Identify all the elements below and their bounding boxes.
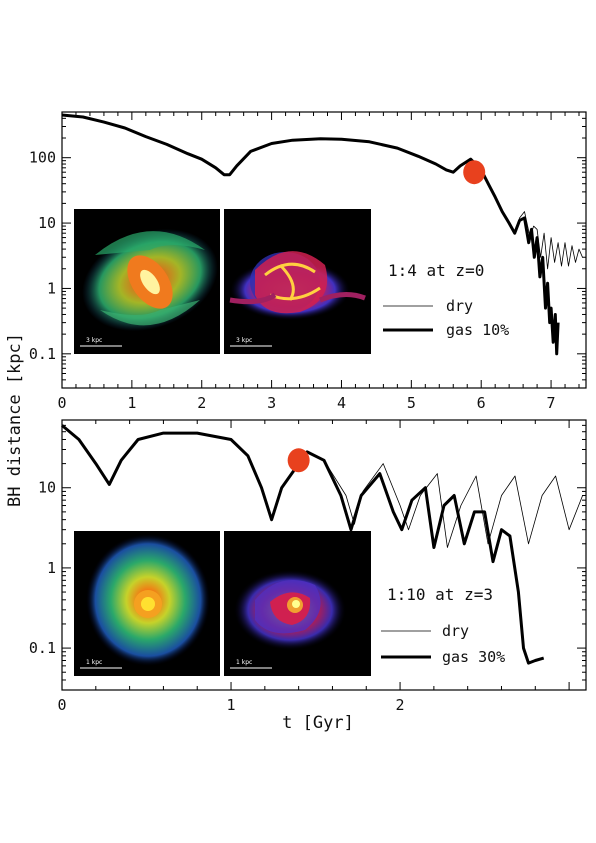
y-tick-label: 10: [38, 214, 56, 232]
marker-dot-bottom: [287, 448, 310, 473]
inset-scale-label: 1 kpc: [86, 659, 102, 666]
plot-frame-top: [61, 111, 587, 389]
legend-label-dry: dry: [446, 297, 473, 315]
x-tick-label: 4: [337, 394, 346, 412]
y-tick-label: 0.1: [29, 639, 56, 657]
inset-gas-bottom: 1 kpc: [224, 531, 371, 676]
x-tick-label: 0: [57, 696, 66, 714]
curves-top: [61, 113, 583, 356]
inset-gas-top: 3 kpc: [224, 209, 371, 354]
x-tick-label: 2: [197, 394, 206, 412]
y-tick-label: 1: [47, 279, 56, 297]
inset-scale-label: 1 kpc: [236, 659, 252, 666]
legend-label-gas: gas 10%: [446, 321, 509, 339]
x-tick-label: 5: [407, 394, 416, 412]
x-tick-label: 1: [227, 696, 236, 714]
x-tick-label: 2: [396, 696, 405, 714]
inset-scale-label: 3 kpc: [86, 337, 102, 344]
inset-scale-label: 3 kpc: [236, 337, 252, 344]
legend-label-dry: dry: [442, 622, 469, 640]
y-tick-label: 1: [47, 559, 56, 577]
legend-bottom: dry gas 30%: [381, 622, 505, 666]
axes-top: 0 1 2 3 4 5 6 7 0.1 1 10 100: [29, 111, 586, 412]
y-tick-label: 10: [38, 479, 56, 497]
inset-stellar-top: 3 kpc: [74, 209, 220, 354]
x-tick-label: 6: [477, 394, 486, 412]
axes-bottom: 0 1 2 0.1 1 10: [29, 419, 586, 714]
inset-stellar-bottom: 1 kpc: [74, 531, 220, 676]
legend-top: dry gas 10%: [383, 297, 509, 339]
y-tick-label: 100: [29, 149, 56, 167]
x-axis-label: t [Gyr]: [282, 713, 354, 733]
series-line-dry-bottom: [61, 425, 583, 548]
y-axis-label: BH distance [kpc]: [5, 333, 25, 507]
marker-dot-top: [463, 160, 486, 185]
x-tick-label: 3: [267, 394, 276, 412]
legend-label-gas: gas 30%: [442, 648, 505, 666]
x-tick-label: 1: [127, 394, 136, 412]
x-tick-label: 7: [547, 394, 556, 412]
panel-top: 0 1 2 3 4 5 6 7 0.1 1 10 100 3 kpc 3 kpc 1:4 at z=0: [29, 111, 587, 412]
y-tick-label: 0.1: [29, 345, 56, 363]
plot-frame-bottom: [61, 419, 587, 691]
panel-bottom: 0 1 2 0.1 1 10 1 kpc 1 kpc 1:10 at z=3 dry ga…: [29, 419, 587, 733]
series-line-gas-30-bottom: [61, 424, 545, 665]
annotation-bottom: 1:10 at z=3: [387, 585, 493, 604]
series-line-gas-10-top: [61, 113, 560, 356]
x-tick-label: 0: [57, 394, 66, 412]
curves-bottom: [61, 424, 583, 665]
annotation-top: 1:4 at z=0: [388, 261, 484, 280]
